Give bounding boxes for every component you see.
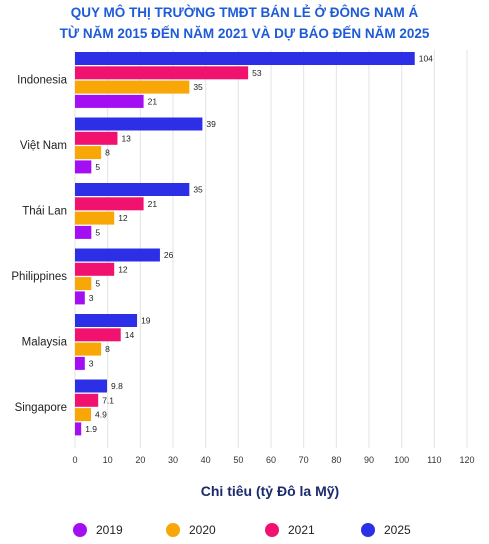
gridlines	[74, 50, 468, 448]
category-label: Philippines	[11, 271, 67, 283]
data-label: 8	[105, 148, 110, 158]
data-label: 4.9	[95, 410, 107, 420]
bar	[75, 408, 92, 422]
x-tick-label: 50	[233, 455, 243, 465]
bar	[75, 197, 144, 211]
category-label: Indonesia	[17, 75, 67, 87]
legend: 2019 2020 2021 2025	[73, 523, 411, 537]
bar	[75, 160, 92, 174]
data-label: 13	[121, 133, 131, 143]
x-axis-label: Chi tiêu (tỷ Đô la Mỹ)	[201, 483, 339, 499]
bar	[75, 342, 102, 356]
bar	[75, 66, 249, 80]
legend-marker	[166, 523, 180, 537]
bar	[75, 314, 138, 327]
data-label: 3	[89, 358, 94, 368]
category-label: Malaysia	[22, 337, 68, 349]
data-label: 5	[95, 279, 100, 289]
data-label: 53	[252, 68, 262, 78]
data-label: 26	[164, 250, 174, 260]
x-tick-label: 0	[72, 455, 77, 465]
bar	[75, 393, 99, 407]
data-label: 3	[89, 293, 94, 303]
data-label: 21	[148, 199, 158, 209]
bar	[75, 225, 92, 239]
data-label: 12	[118, 264, 128, 274]
data-label: 104	[419, 54, 433, 64]
chart-title-line-1: QUY MÔ THỊ TRƯỜNG TMĐT BÁN LẺ Ở ĐÔNG NAM…	[71, 5, 419, 20]
x-tick-label: 120	[459, 455, 474, 465]
data-label: 21	[148, 96, 158, 106]
bar	[75, 80, 190, 94]
bar	[75, 211, 115, 225]
bar	[75, 356, 85, 370]
data-label: 39	[206, 119, 216, 129]
data-label: 5	[95, 162, 100, 172]
x-tick-label: 10	[103, 455, 113, 465]
bar	[75, 291, 85, 305]
data-label: 8	[105, 344, 110, 354]
category-label: Singapore	[15, 402, 67, 414]
x-tick-label: 70	[299, 455, 309, 465]
bar	[75, 94, 144, 108]
legend-label: 2020	[189, 523, 216, 537]
bar	[75, 183, 190, 196]
data-label: 35	[193, 185, 203, 195]
data-label: 9.8	[111, 381, 123, 391]
x-axis-ticks: 0 10 20 30 40 50 60 70 80 90 100 110 120	[72, 455, 474, 465]
legend-label: 2025	[384, 523, 411, 537]
data-label: 1.9	[85, 424, 97, 434]
legend-marker	[73, 523, 87, 537]
x-tick-label: 60	[266, 455, 276, 465]
category-label: Thái Lan	[22, 206, 67, 218]
category-labels: Indonesia Việt Nam Thái Lan Philippines Mala…	[11, 75, 67, 415]
bars	[75, 52, 415, 436]
chart-title-line-2: TỪ NĂM 2015 ĐẾN NĂM 2021 VÀ DỰ BÁO ĐẾN N…	[60, 26, 430, 41]
category-label: Việt Nam	[20, 140, 67, 152]
bar	[75, 422, 82, 436]
legend-label: 2021	[288, 523, 315, 537]
data-label: 12	[118, 213, 128, 223]
x-tick-label: 100	[394, 455, 409, 465]
legend-marker	[361, 523, 375, 537]
bar	[75, 262, 115, 276]
bar	[75, 117, 203, 131]
data-label: 19	[141, 316, 151, 326]
data-label: 14	[125, 330, 135, 340]
legend-label: 2019	[96, 523, 123, 537]
bar	[75, 131, 118, 145]
x-tick-label: 80	[331, 455, 341, 465]
legend-marker	[265, 523, 279, 537]
bar	[75, 146, 102, 160]
x-tick-label: 20	[135, 455, 145, 465]
x-tick-label: 40	[201, 455, 211, 465]
bar	[75, 277, 92, 291]
x-tick-label: 90	[364, 455, 374, 465]
data-label: 7.1	[102, 395, 114, 405]
bar	[75, 379, 108, 393]
data-labels: 10453352139138535211252612531914839.87.1…	[85, 54, 433, 434]
x-tick-label: 30	[168, 455, 178, 465]
data-label: 5	[95, 227, 100, 237]
bar	[75, 248, 160, 262]
bar	[75, 52, 415, 65]
x-tick-label: 110	[427, 455, 441, 465]
bar	[75, 328, 121, 342]
data-label: 35	[193, 82, 203, 92]
